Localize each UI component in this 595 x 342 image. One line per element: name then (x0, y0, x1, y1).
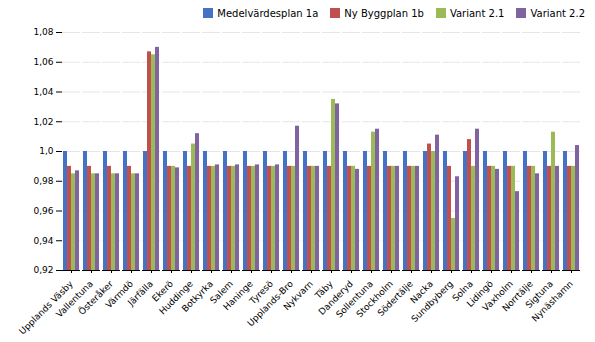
svg-text:Upplands-Bro: Upplands-Bro (245, 278, 295, 329)
svg-text:Upplands Väsby: Upplands Väsby (17, 278, 75, 337)
svg-text:Vallentuna: Vallentuna (54, 278, 95, 320)
svg-text:1,08: 1,08 (33, 27, 53, 37)
html-text:Variant 2.1: Variant 2.1 (449, 7, 505, 19)
svg-text:0,98: 0,98 (33, 176, 53, 186)
svg-text:Tyresö: Tyresö (247, 278, 275, 307)
svg-text:Järfälla: Järfälla (125, 279, 155, 309)
svg-text:Botkyrka: Botkyrka (179, 278, 215, 314)
svg-text:Nykvarn: Nykvarn (281, 279, 314, 312)
svg-text:1,02: 1,02 (33, 117, 53, 127)
svg-text:Österåker: Österåker (76, 278, 115, 317)
svg-text:Danderyd: Danderyd (316, 278, 355, 317)
svg-text:Solna: Solna (450, 278, 475, 304)
svg-text:0,94: 0,94 (33, 236, 53, 246)
svg-text:1,0: 1,0 (39, 146, 54, 156)
html-text:Variant 2.2: Variant 2.2 (530, 7, 585, 19)
svg-text:Nynäshamn: Nynäshamn (530, 279, 575, 324)
svg-text:Stockholm: Stockholm (354, 278, 395, 320)
svg-text:Norrtälje: Norrtälje (500, 278, 535, 314)
svg-text:Södertälje: Södertälje (375, 278, 415, 319)
svg-text:Haninge: Haninge (221, 278, 255, 313)
svg-text:Sundbyberg: Sundbyberg (409, 279, 455, 325)
svg-text:Salem: Salem (208, 278, 235, 306)
svg-text:0,92: 0,92 (33, 265, 53, 275)
svg-text:1,06: 1,06 (33, 57, 53, 67)
svg-text:Nacka: Nacka (408, 278, 435, 306)
svg-text:Lidingö: Lidingö (464, 278, 495, 309)
svg-text:Huddinge: Huddinge (157, 278, 195, 317)
svg-text:0,96: 0,96 (33, 206, 53, 216)
svg-text:Sigtuna: Sigtuna (523, 278, 555, 311)
html-text:Medelvärdesplan 1a: Medelvärdesplan 1a (217, 7, 319, 19)
svg-text:Värmdö: Värmdö (103, 278, 135, 311)
svg-text:1,04: 1,04 (33, 87, 53, 97)
svg-text:Vaxholm: Vaxholm (480, 278, 515, 314)
svg-text:Sollentuna: Sollentuna (334, 278, 375, 320)
svg-text:Täby: Täby (313, 278, 335, 301)
html-text:Ny Byggplan 1b: Ny Byggplan 1b (344, 7, 424, 19)
svg-text:Ekerö: Ekerö (150, 278, 175, 304)
